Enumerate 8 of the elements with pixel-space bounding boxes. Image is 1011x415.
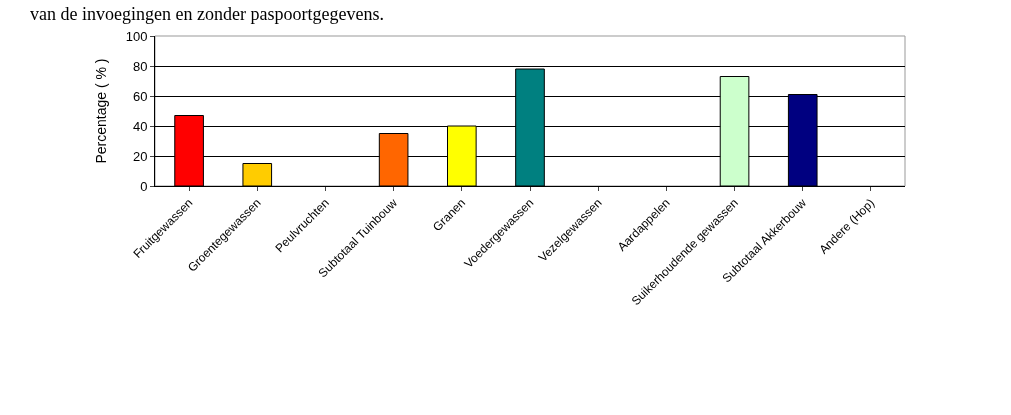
y-tick-label: 60 <box>132 88 148 104</box>
y-tick-label: 40 <box>132 118 148 134</box>
text: van de invoegingen en zonder paspoortgegevens. <box>30 4 384 24</box>
y-axis-title: Percentage ( % ) <box>93 58 110 164</box>
y-tick-label: 80 <box>132 58 148 74</box>
y-tick-label: 20 <box>132 148 148 164</box>
y-tick-label: 0 <box>140 178 148 194</box>
y-tick-label: 100 <box>125 28 148 44</box>
